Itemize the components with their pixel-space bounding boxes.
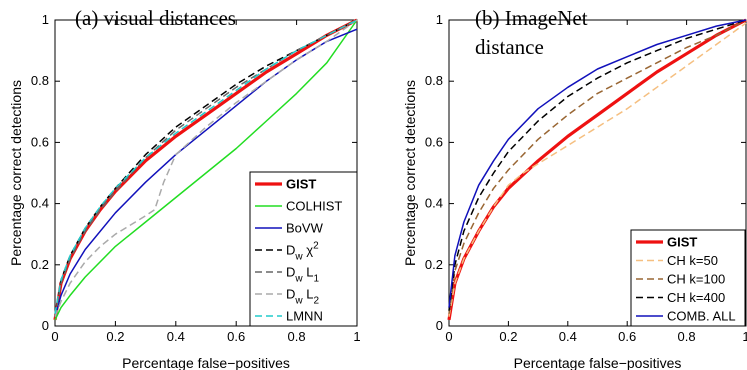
- legend-label: Dw L1: [286, 265, 319, 285]
- series-line-6: [54, 19, 358, 314]
- series-line-0: [447, 18, 747, 321]
- series-line-0: [53, 18, 358, 321]
- x-tick-label: 1: [742, 329, 747, 344]
- chart-imagenet-distance: 0 0.2 0.4 0.6 0.8 1 0 0.2 0.4 0.6 0.8 1 Percentage f…: [402, 6, 747, 370]
- x-tick-label: 1: [353, 329, 360, 344]
- legend-box: [249, 171, 358, 327]
- y-tick-label: 0.4: [31, 196, 49, 211]
- x-tick-label: 0.6: [227, 329, 245, 344]
- x-tick-label: 0.8: [678, 329, 696, 344]
- y-tick-label: 0: [436, 318, 443, 333]
- legend-label: Dw L2: [286, 287, 319, 307]
- y-tick-label: 0.2: [425, 257, 443, 272]
- y-tick-label: 0.2: [31, 257, 49, 272]
- y-tick-label: 0: [42, 318, 49, 333]
- x-tick-label: 0.2: [499, 329, 517, 344]
- y-tick-label: 1: [42, 12, 49, 27]
- y-axis-label: Percentage correct detections: [402, 80, 418, 266]
- legend-label: GIST: [286, 177, 316, 192]
- y-axis-label: Percentage correct detections: [8, 80, 24, 266]
- legend-label: CH k=400: [667, 290, 725, 305]
- y-tick-label: 0.6: [425, 134, 443, 149]
- legend-label: COMB. ALL: [667, 309, 736, 324]
- legend-label: LMNN: [286, 309, 323, 324]
- y-tick-label: 1: [436, 12, 443, 27]
- x-tick-label: 0: [445, 329, 452, 344]
- y-tick-label: 0.8: [425, 73, 443, 88]
- legend-label: CH k=50: [667, 253, 718, 268]
- legend: GIST CH k=50 CH k=100 CH k=400 COMB. ALL: [630, 229, 746, 327]
- legend-label: GIST: [667, 235, 697, 250]
- x-tick-label: 0.4: [559, 329, 577, 344]
- y-tick-label: 0.8: [31, 73, 49, 88]
- series-line-1: [54, 19, 358, 321]
- x-tick-label: 0.8: [288, 329, 306, 344]
- axes-box: [448, 19, 747, 327]
- chart-subtitle: distance: [475, 35, 544, 59]
- y-tick-label: 0.4: [425, 196, 443, 211]
- legend-label: BoVW: [286, 221, 324, 236]
- x-axis-label: Percentage false−positives: [514, 355, 682, 370]
- legend-label: COLHIST: [286, 199, 342, 214]
- series-line-4: [448, 19, 747, 308]
- legend-box: [630, 229, 746, 327]
- series-line-1: [448, 22, 747, 317]
- x-axis-label: Percentage false−positives: [122, 355, 290, 370]
- legend-label: CH k=100: [667, 272, 725, 287]
- chart-title: (a) visual distances: [75, 6, 236, 30]
- chart-visual-distances: 0 0.2 0.4 0.6 0.8 1 0 0.2 0.4 0.6 0.8 1 Percentage f…: [8, 6, 361, 370]
- series-line-2: [448, 19, 747, 314]
- y-tick-label: 0.6: [31, 134, 49, 149]
- series-line-3: [448, 19, 747, 311]
- x-tick-label: 0: [51, 329, 58, 344]
- x-tick-label: 0.2: [106, 329, 124, 344]
- legend-label: Dw χ2: [286, 241, 319, 263]
- x-tick-label: 0.4: [167, 329, 185, 344]
- chart-title: (b) ImageNet: [475, 6, 588, 30]
- x-tick-label: 0.6: [618, 329, 636, 344]
